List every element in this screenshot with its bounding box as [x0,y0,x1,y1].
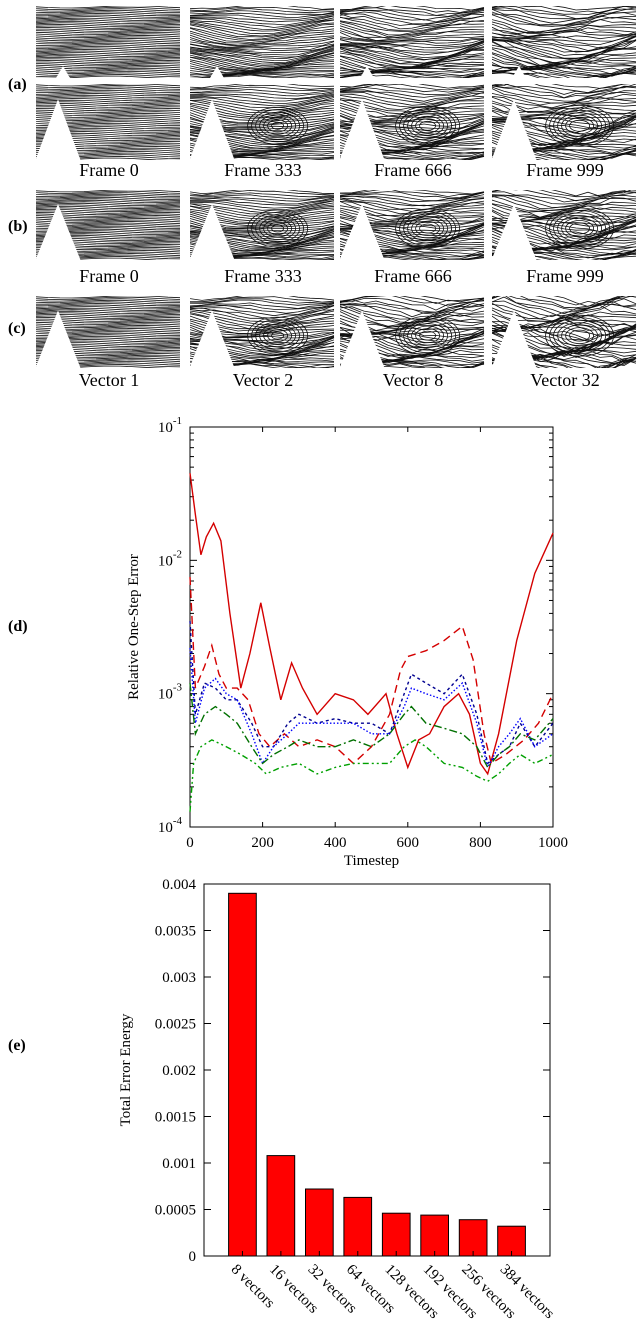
flow-lines [492,296,637,368]
flow-image [492,84,637,160]
flow-image [36,84,182,160]
x-tick-label: 200 [251,835,274,851]
flow-image [492,190,637,260]
y-tick-label: 0.0015 [155,1110,196,1126]
caption-a-3: Frame 666 [374,160,452,180]
flow-image [492,296,637,368]
flow-lines [492,84,637,160]
caption-c-1: Vector 1 [78,370,140,390]
x-tick-label: 400 [324,835,347,851]
series-line-8-vectors [189,473,554,776]
bar-32-vectors [305,1188,334,1257]
flow-image [340,296,486,368]
y-tick-label: 0 [189,1249,197,1265]
flow-image [340,6,486,78]
y-tick-label: 0.001 [162,1156,196,1172]
bar-256-vectors [458,1219,488,1257]
series-line-384-vectors [189,739,554,812]
flow-lines [340,84,486,160]
y-tick-label: 0.0005 [155,1203,196,1219]
x-tick-label: 600 [397,835,420,851]
x-tick-label: 0 [186,835,194,851]
y-tick-label: 0.0025 [155,1017,196,1033]
panel-label-d: (d) [8,618,28,635]
caption-b-3: Frame 666 [374,266,452,286]
panel-label-b: (b) [8,218,28,235]
flow-lines [36,296,182,368]
plot-frame [189,426,554,828]
caption-a-1: Frame 0 [79,160,139,180]
bar-64-vectors [343,1196,373,1257]
x-axis-label: Timestep [344,853,399,869]
flow-lines [340,190,486,260]
series-line-128-vectors [189,683,554,769]
y-tick-label: 0.003 [162,970,196,986]
caption-a-4: Frame 999 [526,160,604,180]
flow-lines [492,6,637,78]
flow-image [36,190,182,260]
series-line-64-vectors [189,647,554,770]
caption-c-2: Vector 2 [232,370,294,390]
flow-lines [190,84,336,160]
bar-chart-total-error: 0 0.0005 0.001 0.0015 0.002 0.0025 0.003 0.0035… [118,877,557,1322]
x-tick-label: 800 [469,835,492,851]
panel-label-c: (c) [8,320,26,337]
panel-label-e: (e) [8,1037,26,1054]
y-tick-label: 10-2 [158,548,182,569]
y-tick-label: 0.002 [162,1063,196,1079]
y-tick-label: 10-4 [158,815,183,836]
caption-b-4: Frame 999 [526,266,604,286]
caption-b-2: Frame 333 [224,266,302,286]
series-line-32-vectors [189,621,554,765]
flow-lines [36,84,182,160]
flow-lines [340,6,486,78]
flow-lines [36,6,182,78]
bar-128-vectors [381,1212,411,1257]
flow-lines [190,6,336,78]
line-chart-relative-error: 0 200 400 600 800 1000 10-4 10-3 10-2 10-1 Timeste… [126,415,568,869]
caption-c-4: Vector 32 [530,370,600,390]
caption-c-3: Vector 8 [382,370,444,390]
bar-16-vectors [266,1155,296,1257]
x-tick-label: 1000 [538,835,568,851]
flow-image [36,6,182,78]
y-tick-label: 0.0035 [155,924,196,940]
flow-lines [492,190,637,260]
flow-image [36,296,182,368]
flow-lines [190,296,336,368]
flow-lines [340,296,486,368]
caption-a-2: Frame 333 [224,160,302,180]
y-axis-label: Relative One-Step Error [126,554,142,700]
flow-image [340,84,486,160]
flow-image [340,190,486,260]
y-tick-label: 0.004 [162,877,196,893]
bar-192-vectors [420,1214,449,1257]
y-tick-label: 10-1 [158,415,182,436]
panel-label-a: (a) [8,76,27,93]
y-axis-label: Total Error Energy [118,1013,134,1126]
bar-8-vectors [228,892,257,1257]
flow-image [190,190,336,260]
y-tick-label: 10-3 [158,682,183,703]
flow-image [190,84,336,160]
flow-image [190,6,336,78]
flow-lines [36,190,182,260]
flow-image [190,296,336,368]
flow-lines [190,190,336,260]
caption-b-1: Frame 0 [79,266,139,286]
flow-image [492,6,637,78]
